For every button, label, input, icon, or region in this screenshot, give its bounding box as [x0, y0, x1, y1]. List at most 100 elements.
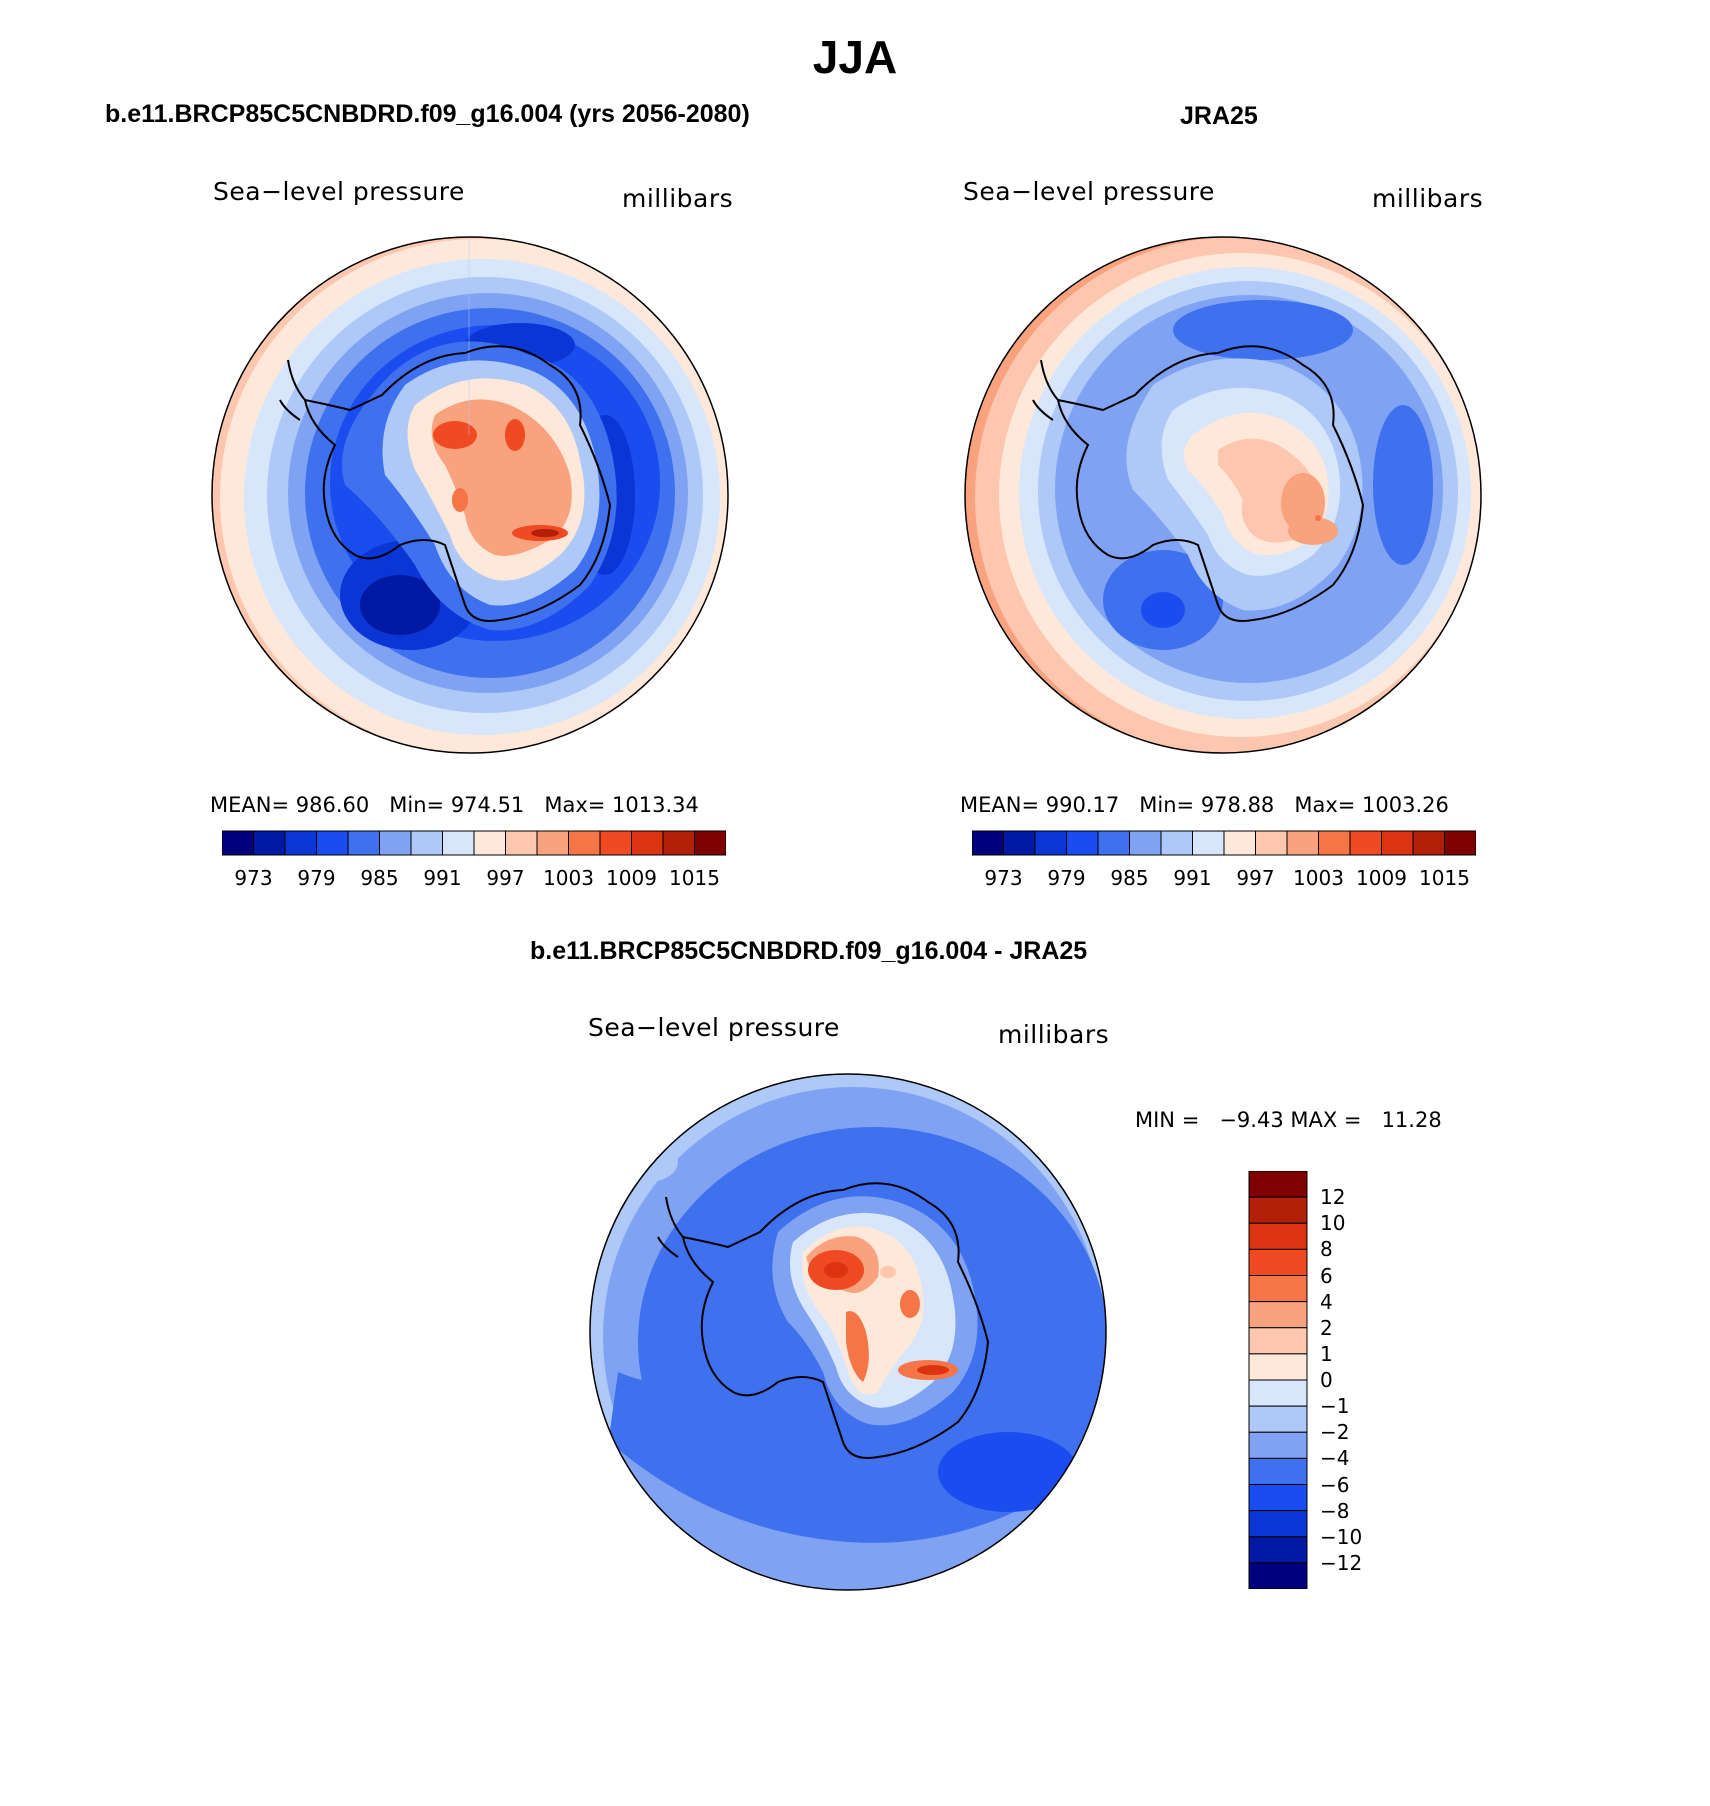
colorbar-swatch: [1248, 1431, 1308, 1459]
panel-1-colorbar-ticks: 973 979 985 991 997 1003 1009 1015: [222, 866, 726, 892]
panel-3-max-value: 11.28: [1381, 1108, 1442, 1132]
colorbar-tick-label: −1: [1320, 1394, 1350, 1419]
colorbar-swatch: [1097, 830, 1130, 856]
panel-2-title: JRA25: [1180, 102, 1258, 130]
colorbar-tick-label: −4: [1320, 1446, 1350, 1471]
colorbar-swatch: [1248, 1196, 1308, 1224]
panel-3-colorbar-ticks: 12 10 8 6 4 2 1 0 −1 −2 −4 −6 −8 −10 −12: [1320, 1171, 1400, 1589]
colorbar-tick-label: −12: [1320, 1550, 1363, 1575]
colorbar-swatch: [1381, 830, 1414, 856]
colorbar-swatch: [1248, 1510, 1308, 1538]
panel-3-colorbar: [1248, 1171, 1308, 1589]
colorbar-swatch: [1248, 1275, 1308, 1303]
colorbar-swatch: [1129, 830, 1162, 856]
panel-2-min-label: Min=: [1139, 793, 1195, 817]
panel-3-max-label: MAX =: [1290, 1108, 1362, 1132]
colorbar-tick-label: −2: [1320, 1420, 1350, 1445]
colorbar-swatch: [505, 830, 538, 856]
colorbar-swatch: [1248, 1484, 1308, 1512]
colorbar-swatch: [1034, 830, 1067, 856]
colorbar-tick-label: 997: [1236, 866, 1275, 890]
colorbar-swatch: [1192, 830, 1225, 856]
panel-1-min-label: Min=: [389, 793, 445, 817]
panel-1-stats: MEAN= 986.60 Min= 974.51 Max= 1013.34: [210, 793, 699, 817]
panel-2-max-value: 1003.26: [1362, 793, 1449, 817]
panel-2-mean-value: 990.17: [1045, 793, 1120, 817]
colorbar-tick-label: 4: [1320, 1289, 1333, 1314]
panel-2-colorbar-ticks: 973 979 985 991 997 1003 1009 1015: [972, 866, 1476, 892]
panel-2-min-value: 978.88: [1200, 793, 1275, 817]
colorbar-tick-label: −8: [1320, 1498, 1350, 1523]
panel-3-stats: MIN = −9.43 MAX = 11.28: [1135, 1108, 1442, 1132]
colorbar-tick-label: 0: [1320, 1368, 1333, 1392]
panel-2-stats: MEAN= 990.17 Min= 978.88 Max= 1003.26: [960, 793, 1449, 817]
panel-1-mean-label: MEAN=: [210, 793, 290, 817]
panel-2-max-label: Max=: [1294, 793, 1356, 817]
panel-3-units-label: millibars: [998, 1020, 1110, 1049]
colorbar-swatch: [972, 830, 1004, 856]
panel-1-mean-value: 986.60: [295, 793, 370, 817]
panel-2-colorbar: [972, 830, 1476, 856]
colorbar-swatch: [694, 830, 726, 856]
colorbar-tick-label: 8: [1320, 1237, 1333, 1262]
colorbar-swatch: [599, 830, 632, 856]
colorbar-tick-label: 1: [1320, 1341, 1333, 1366]
colorbar-swatch: [1248, 1353, 1308, 1381]
colorbar-swatch: [1248, 1457, 1308, 1486]
colorbar-tick-label: 6: [1320, 1263, 1333, 1288]
colorbar-swatch: [1223, 830, 1256, 856]
colorbar-swatch: [662, 830, 695, 856]
colorbar-swatch: [1248, 1536, 1308, 1564]
colorbar-swatch: [316, 830, 349, 856]
colorbar-swatch: [379, 830, 412, 856]
panel-3-min-value: −9.43: [1219, 1108, 1284, 1132]
colorbar-tick-label: 1009: [1356, 866, 1407, 890]
panel-1-variable-label: Sea−level pressure: [213, 177, 465, 206]
colorbar-tick-label: 991: [423, 866, 462, 890]
panel-3-min-label: MIN =: [1135, 1108, 1200, 1132]
colorbar-swatch: [410, 830, 443, 856]
colorbar-swatch: [1444, 830, 1476, 856]
colorbar-swatch: [253, 830, 286, 856]
panel-2-polar-map: [964, 236, 1482, 754]
colorbar-tick-label: 979: [1047, 866, 1086, 890]
colorbar-swatch: [568, 830, 601, 856]
colorbar-tick-label: 1003: [543, 866, 594, 890]
colorbar-swatch: [1248, 1248, 1308, 1277]
figure-title: JJA: [812, 31, 898, 83]
colorbar-swatch: [631, 830, 664, 856]
colorbar-swatch: [1248, 1222, 1308, 1250]
panel-1-units-label: millibars: [622, 184, 734, 213]
colorbar-tick-label: 985: [1110, 866, 1149, 890]
colorbar-swatch: [1248, 1301, 1308, 1329]
colorbar-tick-label: 1015: [669, 866, 720, 890]
panel-1-max-value: 1013.34: [612, 793, 699, 817]
colorbar-swatch: [347, 830, 380, 856]
panel-3-polar-map: [589, 1073, 1107, 1591]
colorbar-tick-label: 979: [297, 866, 336, 890]
colorbar-tick-label: 1015: [1419, 866, 1470, 890]
panel-1-min-value: 974.51: [450, 793, 525, 817]
colorbar-tick-label: 10: [1320, 1211, 1346, 1236]
colorbar-swatch: [536, 830, 569, 856]
colorbar-tick-label: 997: [486, 866, 525, 890]
panel-1-title: b.e11.BRCP85C5CNBDRD.f09_g16.004 (yrs 20…: [105, 100, 750, 128]
panel-3-title: b.e11.BRCP85C5CNBDRD.f09_g16.004 - JRA25: [530, 937, 1088, 965]
colorbar-swatch: [1248, 1379, 1308, 1407]
panel-3-variable-label: Sea−level pressure: [588, 1013, 840, 1042]
colorbar-swatch: [284, 830, 317, 856]
colorbar-tick-label: 973: [984, 866, 1023, 890]
colorbar-tick-label: 1009: [606, 866, 657, 890]
colorbar-swatch: [1160, 830, 1193, 856]
colorbar-swatch: [1248, 1562, 1308, 1589]
colorbar-swatch: [1248, 1327, 1308, 1355]
colorbar-swatch: [442, 830, 475, 856]
colorbar-tick-label: 985: [360, 866, 399, 890]
colorbar-tick-label: 2: [1320, 1315, 1333, 1340]
colorbar-tick-label: 1003: [1293, 866, 1344, 890]
colorbar-tick-label: −10: [1320, 1524, 1363, 1549]
colorbar-tick-label: −6: [1320, 1472, 1350, 1497]
colorbar-tick-label: 12: [1320, 1185, 1346, 1210]
colorbar-swatch: [1248, 1171, 1308, 1198]
colorbar-tick-label: 991: [1173, 866, 1212, 890]
